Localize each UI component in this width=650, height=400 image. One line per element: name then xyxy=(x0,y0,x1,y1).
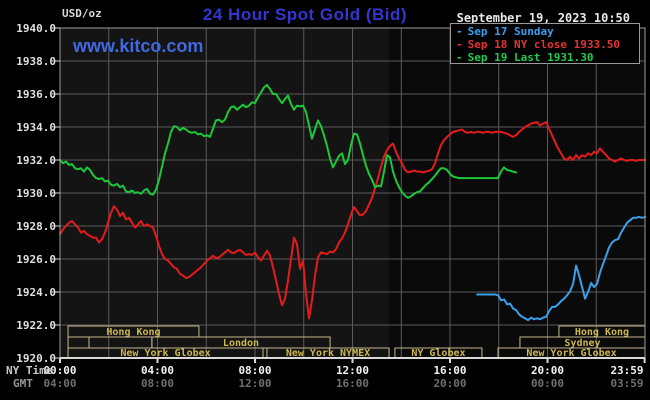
series-line-sep17-sunday xyxy=(476,215,647,322)
legend-item: - Sep 19 Last 1931.30 xyxy=(456,51,639,64)
legend-label: Sep 18 NY close 1933.50 xyxy=(467,38,620,51)
x-tick-label-gmt: 00:00 xyxy=(530,377,565,390)
session-label: Sydney xyxy=(564,338,600,349)
session-label: Hong Kong xyxy=(106,327,160,338)
y-tick-label: 1922.0 xyxy=(16,319,56,332)
series-line-sep19 xyxy=(59,83,517,199)
legend-dash-icon: - xyxy=(456,51,463,64)
kitco-watermark-link[interactable]: www.kitco.com xyxy=(73,36,204,56)
x-tick-label-ny: 00:00 xyxy=(43,364,77,377)
legend: - Sep 17 Sunday - Sep 18 NY close 1933.50- S… xyxy=(450,23,640,64)
session-label: New York Globex xyxy=(526,348,616,359)
y-tick-label: 1934.0 xyxy=(16,121,56,134)
x-tick-label-ny: 12:00 xyxy=(335,364,370,377)
y-tick-label: 1924.0 xyxy=(16,286,56,299)
legend-label: Sep 19 Last 1931.30 xyxy=(467,51,594,64)
y-tick-label: 1926.0 xyxy=(16,253,56,266)
x-tick-label-gmt: 03:59 xyxy=(610,377,644,390)
y-tick-label: 1928.0 xyxy=(16,220,56,233)
x-tick-label-gmt: 16:00 xyxy=(335,377,370,390)
session-label: New York Globex xyxy=(120,348,210,359)
y-axis-unit-label: USD/oz xyxy=(62,7,102,20)
legend-item: - Sep 17 Sunday xyxy=(456,25,639,38)
legend-label: Sep 17 Sunday xyxy=(467,25,554,38)
legend-item: - Sep 18 NY close 1933.50 xyxy=(456,38,639,51)
legend-dash-icon: - xyxy=(456,25,463,38)
y-tick-label: 1940.0 xyxy=(16,22,56,35)
session-label: London xyxy=(223,338,259,349)
y-tick-label: 1936.0 xyxy=(16,88,56,101)
series-line-sep18 xyxy=(59,121,646,320)
session-label: NY Globex xyxy=(411,348,465,359)
session-label: New York NYMEX xyxy=(286,348,370,359)
x-tick-label-ny: 20:00 xyxy=(530,364,565,377)
x-tick-label-gmt: 04:00 xyxy=(43,377,77,390)
x-tick-label-ny: 23:59 xyxy=(610,364,644,377)
x-tick-label-ny: 16:00 xyxy=(433,364,467,377)
x-tick-label-ny: 04:00 xyxy=(140,364,175,377)
ny-time-row-label: NY Time xyxy=(6,364,53,377)
y-tick-label: 1920.0 xyxy=(16,352,56,365)
chart-title: 24 Hour Spot Gold (Bid) xyxy=(202,5,408,24)
y-tick-label: 1938.0 xyxy=(16,55,56,68)
y-tick-label: 1932.0 xyxy=(16,154,56,167)
x-tick-label-gmt: 20:00 xyxy=(433,377,467,390)
session-label: Hong Kong xyxy=(575,327,629,338)
x-tick-label-ny: 08:00 xyxy=(238,364,272,377)
x-tick-label-gmt: 12:00 xyxy=(238,377,272,390)
legend-dash-icon: - xyxy=(456,38,463,51)
gmt-row-label: GMT xyxy=(13,377,33,390)
datetime-label: September 19, 2023 10:50 xyxy=(456,11,630,25)
y-tick-label: 1930.0 xyxy=(16,187,56,200)
x-tick-label-gmt: 08:00 xyxy=(140,377,175,390)
